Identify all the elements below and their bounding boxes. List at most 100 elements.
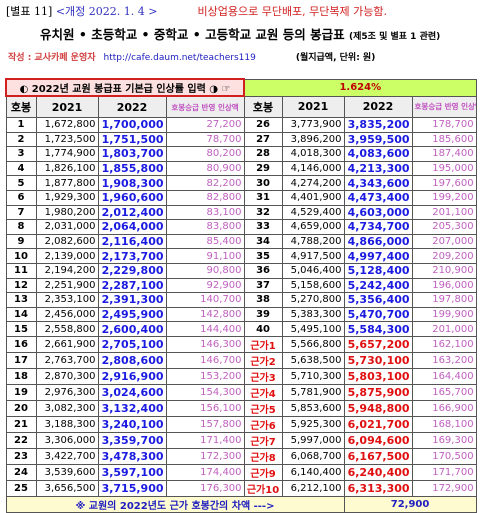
table-cell: 8	[5, 219, 37, 235]
table-cell: 82,800	[165, 189, 245, 206]
table-cell: 169,300	[411, 431, 477, 449]
table-cell: 2,287,100	[97, 277, 167, 294]
table-cell: 83,800	[165, 219, 245, 235]
title: 유치원 • 초등학교 • 중학교 • 고등학교 교원 등의 봉급표	[40, 27, 345, 42]
table-cell: 27,200	[165, 117, 245, 133]
table-cell: 146,700	[165, 351, 245, 369]
table-cell: 85,400	[165, 233, 245, 250]
table-cell: 1,723,500	[35, 131, 99, 148]
table-cell: 83,100	[165, 204, 245, 221]
table-cell: 15	[5, 321, 37, 337]
table-cell: 80,900	[165, 160, 245, 177]
table-cell: 1,672,800	[35, 117, 99, 133]
table-row: 7 1,980,200 2,012,400 83,100 32 4,529,400 4,60…	[5, 204, 477, 221]
table-cell: 35	[243, 248, 283, 264]
table-cell: 1	[5, 117, 37, 133]
table-cell: 5,270,800	[281, 292, 345, 308]
table-cell: 5,803,100	[343, 367, 413, 385]
table-cell: 6,212,100	[281, 479, 345, 497]
table-cell: 201,100	[411, 204, 477, 221]
table-cell: 92,900	[165, 277, 245, 294]
table-cell: 1,803,700	[97, 146, 167, 162]
table-cell: 12	[5, 277, 37, 294]
table-cell: 3,132,400	[97, 399, 167, 417]
table-cell: 5,710,300	[281, 367, 345, 385]
table-cell: 3,422,700	[35, 447, 99, 465]
table-cell: 20	[5, 399, 37, 417]
table-cell: 3,359,700	[97, 431, 167, 449]
author-line: 작성 : 교사카페 운영자 http://cafe.daum.net/teache…	[8, 50, 375, 63]
table-row: 12 2,251,900 2,287,100 92,900 37 5,158,600 5,2…	[5, 277, 477, 294]
table-cell: 1,700,000	[97, 117, 167, 133]
table-cell: 근가6	[243, 415, 283, 433]
table-cell: 5,242,400	[343, 277, 413, 294]
table-cell: 2,600,400	[97, 321, 167, 337]
table-cell: 4,018,300	[281, 146, 345, 162]
table-cell: 2,194,200	[35, 262, 99, 279]
table-cell: 4,274,200	[281, 175, 345, 191]
table-cell: 39	[243, 306, 283, 323]
table-cell: 7	[5, 204, 37, 221]
table-cell: 2,173,700	[97, 248, 167, 264]
table-cell: 28	[243, 146, 283, 162]
table-cell: 5,046,400	[281, 262, 345, 279]
table-cell: 3,539,600	[35, 463, 99, 481]
table-cell: 78,700	[165, 131, 245, 148]
table-cell: 144,400	[165, 321, 245, 337]
table-cell: 24	[5, 463, 37, 481]
table-cell: 4,473,400	[343, 189, 413, 206]
table-cell: 4,659,000	[281, 219, 345, 235]
table-row: 19 2,976,300 3,024,600 154,300 근가4 5,781,900 5…	[5, 383, 477, 401]
table-cell: 2,976,300	[35, 383, 99, 401]
table-cell: 3,478,300	[97, 447, 167, 465]
table-cell: 5,128,400	[343, 262, 413, 279]
table-cell: 37	[243, 277, 283, 294]
table-cell: 2,012,400	[97, 204, 167, 221]
table-cell: 5,853,600	[281, 399, 345, 417]
table-cell: 3,188,300	[35, 415, 99, 433]
table-cell: 174,400	[165, 463, 245, 481]
table-cell: 2,139,000	[35, 248, 99, 264]
table-cell: 4,083,600	[343, 146, 413, 162]
table-cell: 1,908,300	[97, 175, 167, 191]
table-cell: 3,597,100	[97, 463, 167, 481]
table-cell: 1,826,100	[35, 160, 99, 177]
table-row: 21 3,188,300 3,240,100 157,800 근가6 5,925,300 6…	[5, 415, 477, 433]
table-row: 5 1,877,800 1,908,300 82,200 30 4,274,200 4,34…	[5, 175, 477, 191]
table-cell: 25	[5, 479, 37, 497]
table-cell: 3,773,900	[281, 117, 345, 133]
table-cell: 3,306,000	[35, 431, 99, 449]
table-row: 10 2,139,000 2,173,700 91,100 35 4,917,500 4,9…	[5, 248, 477, 264]
table-row: 2 1,723,500 1,751,500 78,700 27 3,896,200 3,95…	[5, 131, 477, 148]
table-cell: 3,959,500	[343, 131, 413, 148]
url[interactable]: http://cafe.daum.net/teachers119	[103, 53, 256, 63]
table-cell: 2,808,600	[97, 351, 167, 369]
table-cell: 3,656,500	[35, 479, 99, 497]
table-row: 24 3,539,600 3,597,100 174,400 근가9 6,140,400 6…	[5, 463, 477, 481]
table-cell: 2,763,700	[35, 351, 99, 369]
table-cell: 3,240,100	[97, 415, 167, 433]
table-cell: 5,875,900	[343, 383, 413, 401]
table-cell: 4,146,000	[281, 160, 345, 177]
column-header: 호봉	[5, 95, 37, 118]
table-cell: 5,158,600	[281, 277, 345, 294]
column-header: 호봉승급 반영 인상액	[165, 95, 245, 118]
table-cell: 2	[5, 131, 37, 148]
title-line: 유치원 • 초등학교 • 중학교 • 고등학교 교원 등의 봉급표 (제5조 및…	[40, 24, 440, 43]
table-cell: 9	[5, 233, 37, 250]
table-cell: 13	[5, 292, 37, 308]
table-cell: 3,082,300	[35, 399, 99, 417]
table-cell: 2,495,900	[97, 306, 167, 323]
table-cell: 91,100	[165, 248, 245, 264]
table-cell: 171,700	[411, 463, 477, 481]
table-row: 11 2,194,200 2,229,800 90,800 36 5,046,400 5,1…	[5, 262, 477, 279]
table-cell: 6,167,500	[343, 447, 413, 465]
table-cell: 1,751,500	[97, 131, 167, 148]
table-cell: 27	[243, 131, 283, 148]
table-cell: 22	[5, 431, 37, 449]
table-cell: 17	[5, 351, 37, 369]
table-cell: 5,584,300	[343, 321, 413, 337]
banner-rate[interactable]: 1.624%	[243, 78, 477, 97]
salary-table: ◐ 2022년 교원 봉급표 기본급 인상률 입력 ◑ ☞ 1.624% 호봉 20…	[4, 78, 477, 513]
